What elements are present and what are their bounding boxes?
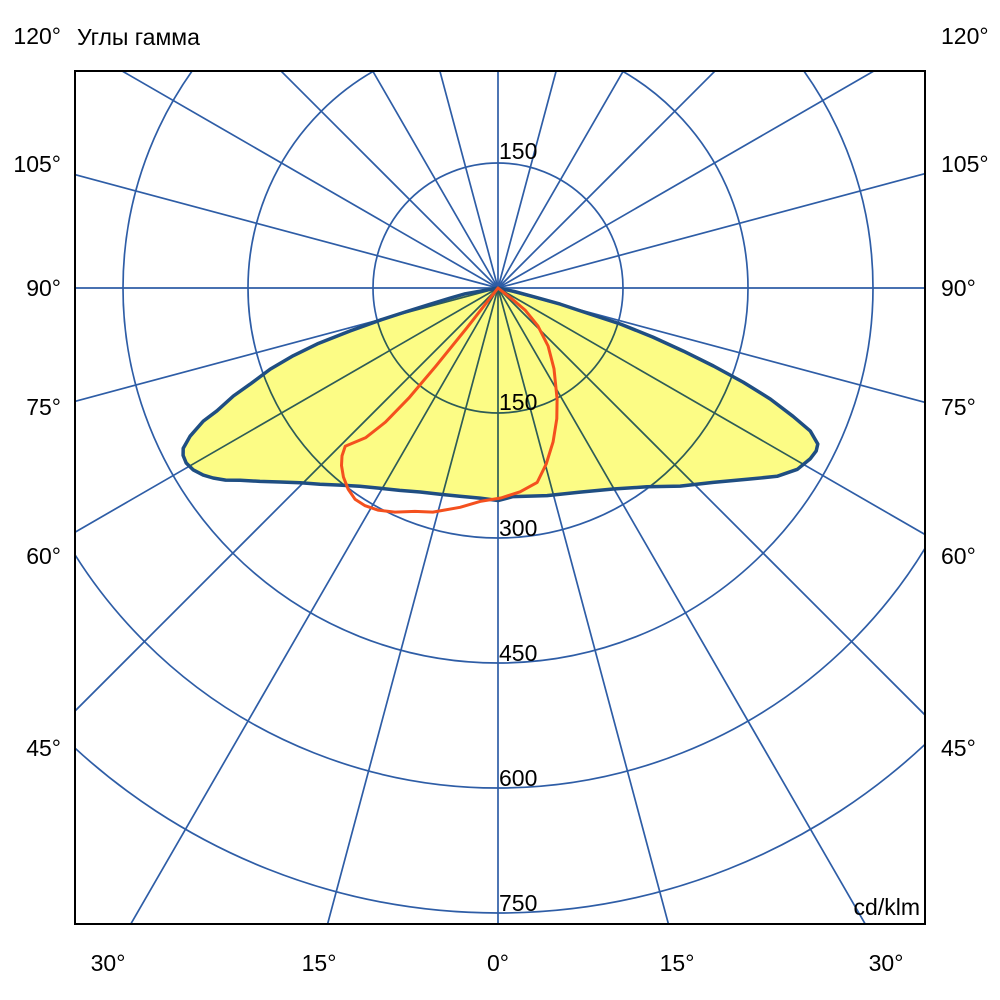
angle-label-bottom: 0° [487, 950, 509, 976]
angle-label-right: 45° [941, 735, 976, 761]
grid-ray [75, 173, 499, 289]
grid-ray [497, 71, 625, 289]
angle-label-left: 45° [26, 735, 61, 761]
grid-ray [497, 71, 876, 289]
grid-ray [497, 71, 558, 289]
grid-ray [497, 71, 717, 289]
angle-label-bottom: 30° [91, 950, 126, 976]
axis-labels: 120° 105° 90° 75° 60° 45° 120° 105° 90° 75° 60° 45°… [13, 23, 988, 976]
grid-ray [497, 287, 925, 404]
angle-label-right: 75° [941, 394, 976, 420]
unit-label: cd/klm [854, 894, 920, 920]
ring-value-label: 150 [499, 138, 537, 164]
grid-ray [497, 172, 925, 289]
intensity-curves [181, 286, 820, 514]
angle-label-left: 120° [13, 23, 61, 49]
angle-label-right: 105° [941, 151, 989, 177]
ring-value-label: 600 [499, 765, 537, 791]
wide-beam-plane-outline [181, 286, 820, 503]
angle-label-left: 90° [26, 275, 61, 301]
narrow-beam-plane-curve [340, 286, 559, 514]
chart-frame [74, 70, 926, 925]
angle-label-bottom: 15° [302, 950, 337, 976]
grid-ray [120, 71, 499, 289]
angle-label-right: 120° [941, 23, 989, 49]
ring-value-label: 150 [499, 389, 537, 415]
chart-title: Углы гамма [77, 24, 200, 50]
angle-label-bottom: 30° [869, 950, 904, 976]
angle-label-left: 105° [13, 151, 61, 177]
grid-ray [75, 287, 499, 403]
grid-ray [279, 71, 499, 289]
angle-label-right: 90° [941, 275, 976, 301]
grid-ray [438, 71, 499, 289]
ring-value-label: 750 [499, 890, 537, 916]
ring-value-label: 300 [499, 515, 537, 541]
ring-value-label: 450 [499, 640, 537, 666]
angle-label-left: 60° [26, 543, 61, 569]
angle-label-left: 75° [26, 394, 61, 420]
angle-label-bottom: 15° [660, 950, 695, 976]
angle-label-right: 60° [941, 543, 976, 569]
grid-ray [371, 71, 499, 289]
